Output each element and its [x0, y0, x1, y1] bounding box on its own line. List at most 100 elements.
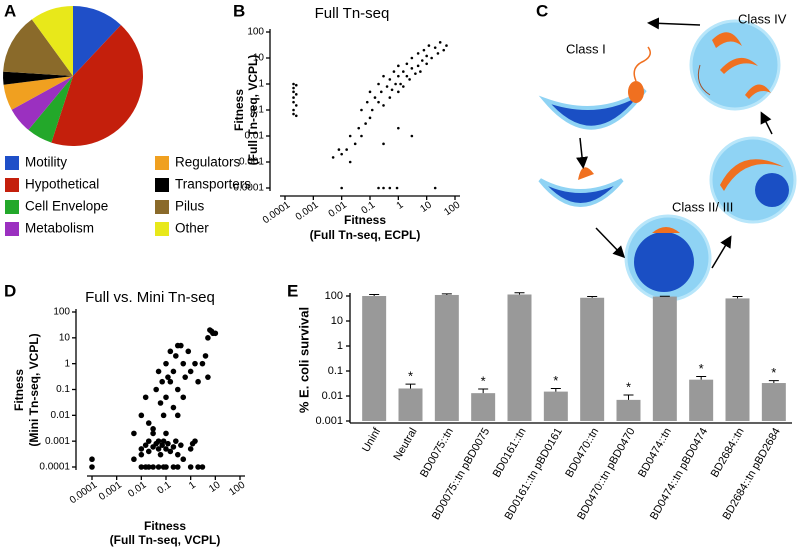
- flagellum: [697, 64, 711, 96]
- point: [150, 464, 156, 470]
- point: [292, 100, 295, 104]
- legend-label: Pilus: [175, 199, 205, 214]
- y-tick-label: 0.1: [328, 365, 343, 377]
- point: [382, 186, 385, 190]
- point: [410, 134, 414, 138]
- y-tick-label: 0.01: [245, 131, 265, 142]
- bar: [689, 379, 714, 421]
- point: [368, 116, 372, 120]
- point: [377, 100, 380, 104]
- point: [205, 335, 211, 341]
- bar: [616, 399, 641, 421]
- x-tick-label: 10: [418, 199, 434, 215]
- bar: [580, 297, 605, 421]
- point: [170, 404, 177, 411]
- point: [170, 444, 177, 450]
- legend-swatch: [155, 156, 169, 170]
- point: [145, 438, 152, 444]
- point: [155, 368, 162, 375]
- y-tick-label: 0.1: [250, 105, 264, 116]
- y-tick-label: 0.01: [51, 410, 71, 421]
- point: [397, 126, 400, 130]
- y-tick-label: 100: [247, 27, 264, 38]
- point: [150, 430, 156, 437]
- point: [155, 464, 162, 470]
- x-tick-label: 10: [207, 479, 223, 495]
- point: [163, 430, 169, 437]
- point: [433, 186, 437, 190]
- point: [405, 62, 409, 66]
- filament: [720, 159, 784, 191]
- point: [425, 54, 428, 58]
- point: [337, 148, 341, 151]
- point: [438, 41, 442, 44]
- x-tick-label: Neutral: [391, 426, 419, 463]
- significance-mark: *: [699, 361, 704, 376]
- y-tick-label: 0.1: [56, 384, 70, 395]
- point: [131, 430, 137, 437]
- pie-slice: [73, 6, 121, 76]
- bar: [725, 298, 750, 421]
- significance-mark: *: [553, 373, 558, 388]
- error-bar: [405, 383, 416, 389]
- error-bar: [369, 293, 380, 296]
- point: [427, 44, 431, 47]
- point: [153, 386, 159, 393]
- bar: [507, 294, 532, 421]
- cytoplasm: [755, 173, 789, 207]
- point: [395, 186, 399, 190]
- x-axis-label: (Full Tn-seq, ECPL): [310, 228, 421, 242]
- arrow: [647, 17, 701, 30]
- y-axis-label: (Mini Tn-seq, VCPL): [27, 333, 41, 446]
- point: [173, 353, 179, 359]
- y-axis-label: Fitness: [12, 369, 26, 411]
- point: [159, 378, 165, 385]
- legend-swatch: [155, 178, 169, 192]
- error-bar: [514, 292, 525, 295]
- point: [142, 394, 149, 401]
- point: [199, 360, 206, 367]
- point: [167, 448, 174, 455]
- pie-slice: [31, 6, 73, 76]
- point: [385, 85, 389, 88]
- legend-label: Other: [175, 221, 209, 236]
- point: [292, 112, 295, 116]
- x-tick-label: 0.0001: [68, 479, 100, 506]
- y-tick-label: 100: [53, 307, 70, 318]
- point: [419, 70, 422, 73]
- point: [155, 446, 162, 452]
- y-tick-label: 1: [337, 340, 343, 352]
- legend-label: Hypothetical: [25, 177, 99, 192]
- point: [160, 412, 167, 419]
- progeny: [712, 32, 742, 48]
- error-bar: [478, 388, 489, 394]
- point: [192, 438, 198, 444]
- y-axis-label: Fitness: [232, 89, 246, 131]
- point: [205, 374, 211, 380]
- point: [294, 83, 298, 87]
- point: [353, 142, 357, 146]
- class-label: Class I: [566, 41, 606, 56]
- x-tick-label: 1: [187, 479, 198, 491]
- y-tick-label: 100: [325, 290, 343, 302]
- point: [292, 82, 295, 86]
- x-tick-label: Uninf: [360, 425, 384, 454]
- point: [163, 464, 169, 470]
- panel-letter: A: [4, 1, 16, 20]
- host-cell: [538, 178, 624, 207]
- bdellovibrio: [652, 227, 680, 233]
- bdellovibrio: [628, 81, 644, 103]
- significance-mark: *: [481, 373, 486, 388]
- panel-letter: E: [287, 281, 298, 300]
- x-tick-label: 0.001: [294, 199, 321, 223]
- y-tick-label: 0.001: [315, 415, 343, 427]
- point: [187, 446, 194, 452]
- point: [174, 412, 181, 419]
- point: [422, 48, 426, 52]
- x-tick-label: BD2684::tn: [709, 426, 747, 480]
- x-tick-label: 0.0001: [261, 199, 293, 226]
- point: [163, 446, 169, 452]
- point: [138, 451, 145, 458]
- point: [397, 64, 400, 68]
- point: [142, 442, 149, 448]
